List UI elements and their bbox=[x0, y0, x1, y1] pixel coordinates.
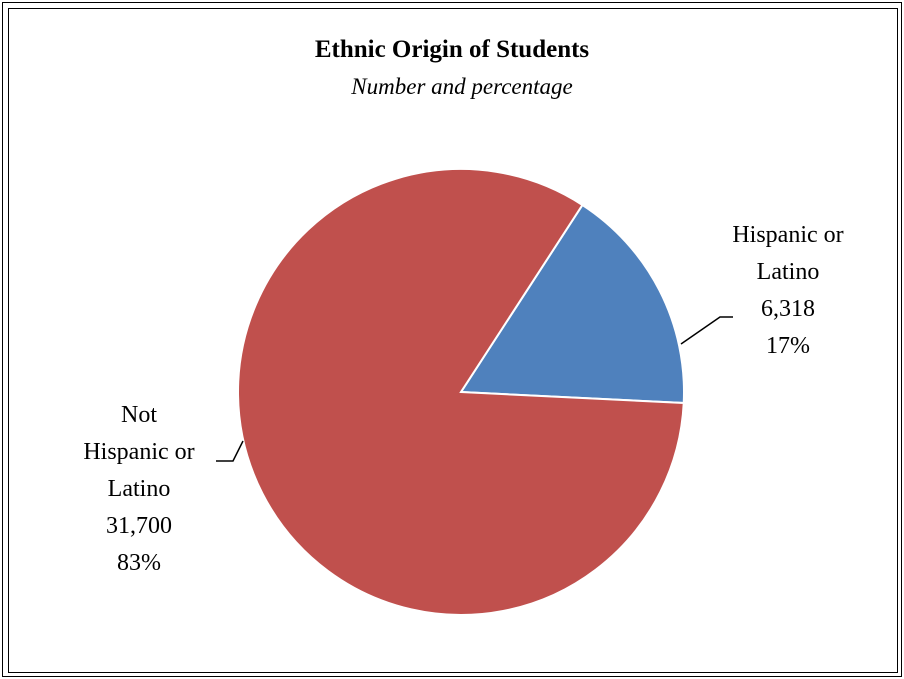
slice-labels: Hispanic or Latino 6,318 17% Not Hispanic or L… bbox=[83, 222, 843, 576]
slice-label: Latino bbox=[757, 259, 820, 285]
pie-slice bbox=[459, 203, 685, 405]
leader-line bbox=[680, 316, 733, 345]
slice-label: Hispanic or bbox=[732, 222, 843, 248]
slice-label: Hispanic or bbox=[83, 439, 194, 465]
chart-subtitle: Number and percentage bbox=[350, 74, 572, 99]
chart-frame-inner bbox=[8, 8, 898, 673]
leader-lines bbox=[216, 316, 733, 462]
slice-percent-label: 83% bbox=[117, 550, 161, 576]
chart-title: Ethnic Origin of Students bbox=[315, 36, 590, 63]
leader-line bbox=[216, 440, 244, 462]
slice-label: Not bbox=[121, 402, 157, 428]
slice-label: Latino bbox=[108, 476, 171, 502]
pie-slice bbox=[237, 168, 685, 616]
slice-percent-label: 17% bbox=[766, 333, 810, 359]
slice-value-label: 6,318 bbox=[761, 296, 815, 322]
slice-value-label: 31,700 bbox=[106, 513, 172, 539]
pie-slices bbox=[237, 168, 685, 616]
